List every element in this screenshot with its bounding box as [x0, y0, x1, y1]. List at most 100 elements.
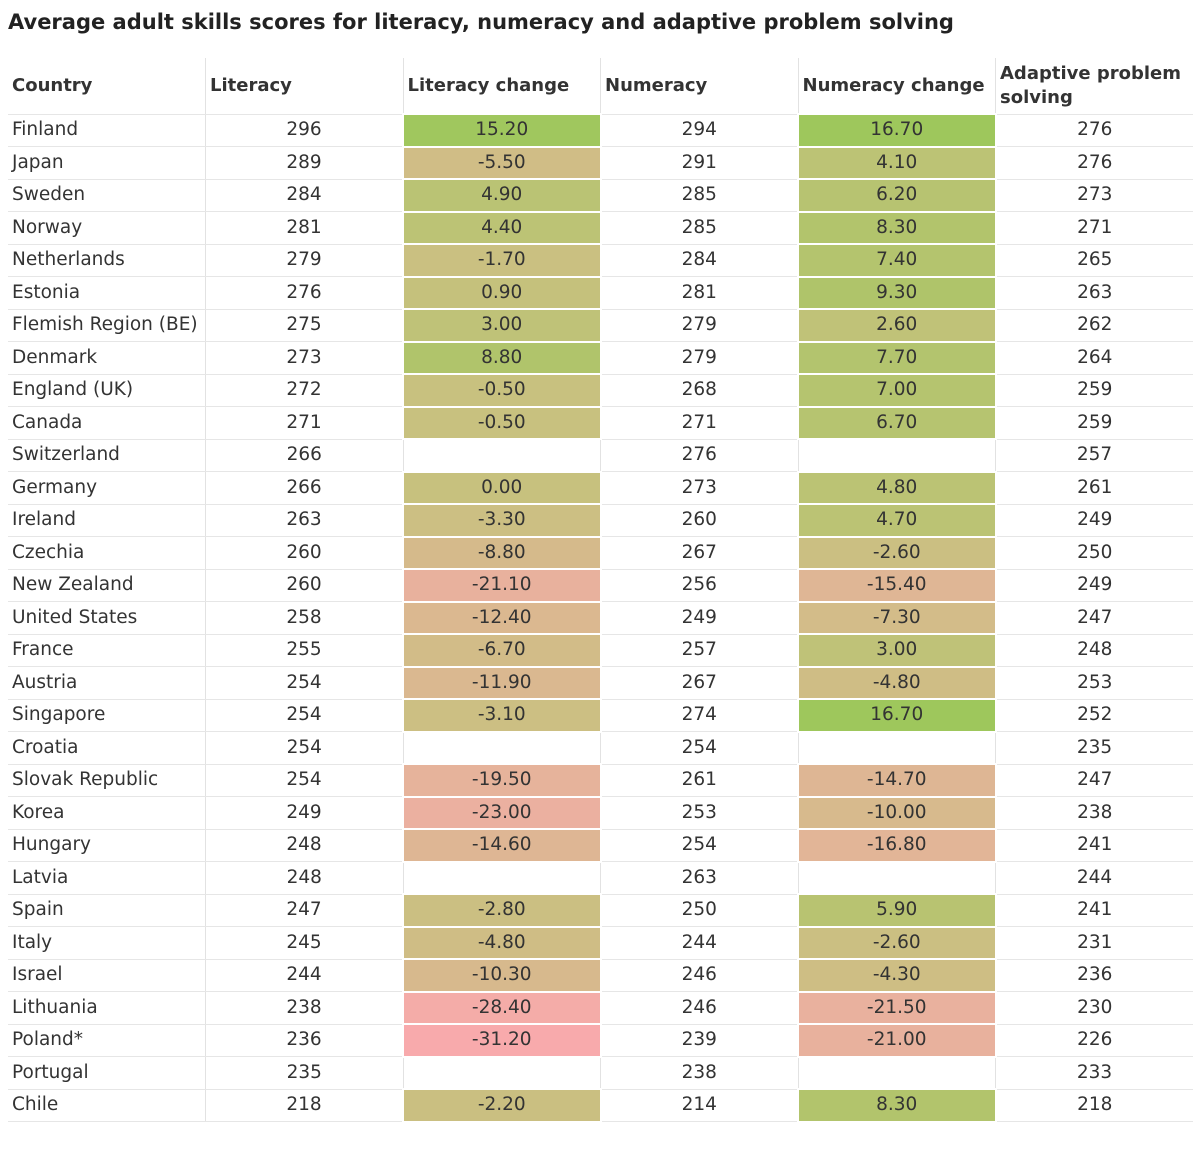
score-cell: 230 [995, 991, 1193, 1025]
score-cell: 233 [995, 1056, 1193, 1090]
change-cell: -3.30 [402, 503, 602, 538]
score-cell: 263 [205, 504, 404, 537]
change-cell: 16.70 [797, 698, 997, 733]
score-cell: 250 [995, 536, 1193, 570]
score-cell: 257 [995, 439, 1193, 472]
score-cell: 262 [995, 309, 1193, 342]
change-cell: 4.90 [402, 178, 602, 213]
table-row: New Zealand 260 -21.10 256 -15.40 249 [8, 568, 1193, 603]
change-cell: -4.30 [797, 958, 997, 993]
change-cell: -2.80 [402, 893, 602, 928]
score-cell: 271 [995, 211, 1193, 245]
table-row: Ireland 263 -3.30 260 4.70 249 [8, 503, 1193, 538]
score-cell: 247 [995, 764, 1193, 797]
table-row: Italy 245 -4.80 244 -2.60 231 [8, 925, 1193, 960]
column-header: Numeracy change [798, 58, 996, 115]
country-cell: Croatia [8, 731, 206, 765]
change-cell: -0.50 [402, 373, 602, 408]
change-cell: -5.50 [402, 145, 602, 180]
score-cell: 260 [205, 569, 404, 602]
country-cell: Czechia [8, 536, 206, 570]
change-cell: -10.30 [402, 958, 602, 993]
table-row: Netherlands 279 -1.70 284 7.40 265 [8, 243, 1193, 278]
score-cell: 271 [600, 406, 799, 440]
score-cell: 279 [205, 244, 404, 277]
score-cell: 279 [600, 309, 799, 342]
change-cell: -14.70 [797, 763, 997, 798]
table-row: Singapore 254 -3.10 274 16.70 252 [8, 698, 1193, 733]
skills-table: Country Literacy Literacy change Numeracy Nu… [8, 58, 1193, 1123]
table-row: Canada 271 -0.50 271 6.70 259 [8, 405, 1193, 440]
country-cell: Japan [8, 146, 206, 180]
change-cell: 16.70 [797, 113, 997, 148]
score-cell: 238 [995, 796, 1193, 830]
change-cell: 4.10 [797, 145, 997, 180]
country-cell: Portugal [8, 1056, 206, 1090]
score-cell: 239 [600, 1024, 799, 1057]
score-cell: 263 [600, 861, 799, 895]
change-cell: 5.90 [797, 893, 997, 928]
score-cell: 273 [600, 471, 799, 505]
country-cell: England (UK) [8, 374, 206, 407]
score-cell: 246 [600, 959, 799, 992]
change-cell: 6.20 [797, 178, 997, 213]
table-row: Czechia 260 -8.80 267 -2.60 250 [8, 535, 1193, 570]
score-cell: 285 [600, 179, 799, 212]
score-cell: 258 [205, 601, 404, 635]
country-cell: New Zealand [8, 569, 206, 602]
score-cell: 244 [600, 926, 799, 960]
change-cell: 9.30 [797, 275, 997, 310]
change-cell [403, 731, 601, 765]
score-cell: 264 [995, 341, 1193, 375]
table-row: United States 258 -12.40 249 -7.30 247 [8, 600, 1193, 635]
table-row: Slovak Republic 254 -19.50 261 -14.70 247 [8, 763, 1193, 798]
change-cell: -23.00 [402, 795, 602, 830]
table-row: Croatia 254 254 235 [8, 731, 1193, 765]
change-cell: -4.80 [402, 925, 602, 960]
score-cell: 276 [995, 146, 1193, 180]
change-cell [798, 861, 996, 895]
header-row: Country Literacy Literacy change Numeracy Nu… [8, 58, 1193, 115]
score-cell: 254 [205, 666, 404, 700]
score-cell: 279 [600, 341, 799, 375]
score-cell: 284 [205, 179, 404, 212]
score-cell: 294 [600, 114, 799, 147]
score-cell: 267 [600, 536, 799, 570]
score-cell: 249 [995, 504, 1193, 537]
table-row: Denmark 273 8.80 279 7.70 264 [8, 340, 1193, 375]
table-body: Finland 296 15.20 294 16.70 276 Japan 289 -5.50 2… [8, 113, 1193, 1123]
country-cell: Norway [8, 211, 206, 245]
column-header: Literacy change [403, 58, 601, 115]
score-cell: 254 [600, 731, 799, 765]
country-cell: Denmark [8, 341, 206, 375]
country-cell: Ireland [8, 504, 206, 537]
score-cell: 284 [600, 244, 799, 277]
change-cell: -19.50 [402, 763, 602, 798]
table-row: Latvia 248 263 244 [8, 861, 1193, 895]
country-cell: Sweden [8, 179, 206, 212]
table-row: Sweden 284 4.90 285 6.20 273 [8, 178, 1193, 213]
score-cell: 231 [995, 926, 1193, 960]
change-cell: -2.60 [797, 925, 997, 960]
score-cell: 268 [600, 374, 799, 407]
change-cell: -2.20 [402, 1088, 602, 1123]
score-cell: 276 [600, 439, 799, 472]
change-cell: -6.70 [402, 633, 602, 668]
change-cell: -1.70 [402, 243, 602, 278]
change-cell [798, 731, 996, 765]
score-cell: 289 [205, 146, 404, 180]
change-cell: -15.40 [797, 568, 997, 603]
score-cell: 254 [205, 764, 404, 797]
score-cell: 260 [600, 504, 799, 537]
score-cell: 259 [995, 374, 1193, 407]
score-cell: 238 [600, 1056, 799, 1090]
table-row: Estonia 276 0.90 281 9.30 263 [8, 275, 1193, 310]
table-row: Germany 266 0.00 273 4.80 261 [8, 470, 1193, 505]
table-row: Austria 254 -11.90 267 -4.80 253 [8, 665, 1193, 700]
score-cell: 261 [995, 471, 1193, 505]
score-cell: 249 [205, 796, 404, 830]
score-cell: 285 [600, 211, 799, 245]
change-cell: -2.60 [797, 535, 997, 570]
score-cell: 274 [600, 699, 799, 732]
score-cell: 254 [205, 699, 404, 732]
